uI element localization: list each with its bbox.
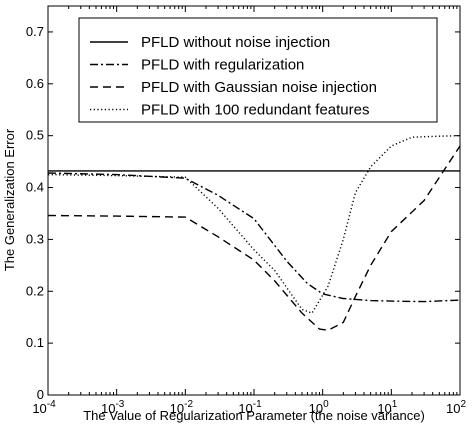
y-tick-label: 0.6 (26, 76, 44, 91)
legend-label-2: PFLD with regularization (141, 57, 304, 74)
series-line-3 (47, 145, 461, 331)
x-tick-label: 101 (377, 399, 397, 416)
y-tick-label: 0.2 (26, 283, 44, 298)
x-tick-label: 10-4 (32, 399, 56, 416)
legend-label-3: PFLD with Gaussian noise injection (141, 79, 377, 96)
y-tick-label: 0 (37, 387, 44, 402)
y-tick-label: 0.3 (26, 231, 44, 246)
y-tick-label: 0.5 (26, 128, 44, 143)
y-tick-label: 0.1 (26, 335, 44, 350)
x-tick-label: 10-2 (170, 399, 194, 416)
x-tick-label: 10-1 (238, 399, 262, 416)
series-layer (47, 135, 461, 331)
axis-ticks: 0 0.1 0.2 0.3 0.4 0.5 0.6 0.7 10-4 10-3 10-2 10-1 10… (26, 6, 466, 416)
y-tick-label: 0.7 (26, 24, 44, 39)
x-tick-label: 100 (309, 399, 329, 416)
legend-label-1: PFLD without noise injection (141, 34, 330, 51)
legend-label-4: PFLD with 100 redundant features (141, 102, 369, 119)
y-tick-label: 0.4 (26, 180, 44, 195)
y-axis-title: The Generalization Error (2, 128, 17, 271)
series-line-2 (47, 172, 461, 303)
x-tick-label: 10-3 (101, 399, 125, 416)
x-axis-title: The Value of Regularization Parameter (t… (83, 408, 425, 423)
series-line-4 (47, 135, 461, 314)
x-tick-label: 102 (446, 399, 466, 416)
legend: PFLD without noise injection PFLD with re… (78, 17, 438, 123)
legend-box (78, 17, 438, 123)
